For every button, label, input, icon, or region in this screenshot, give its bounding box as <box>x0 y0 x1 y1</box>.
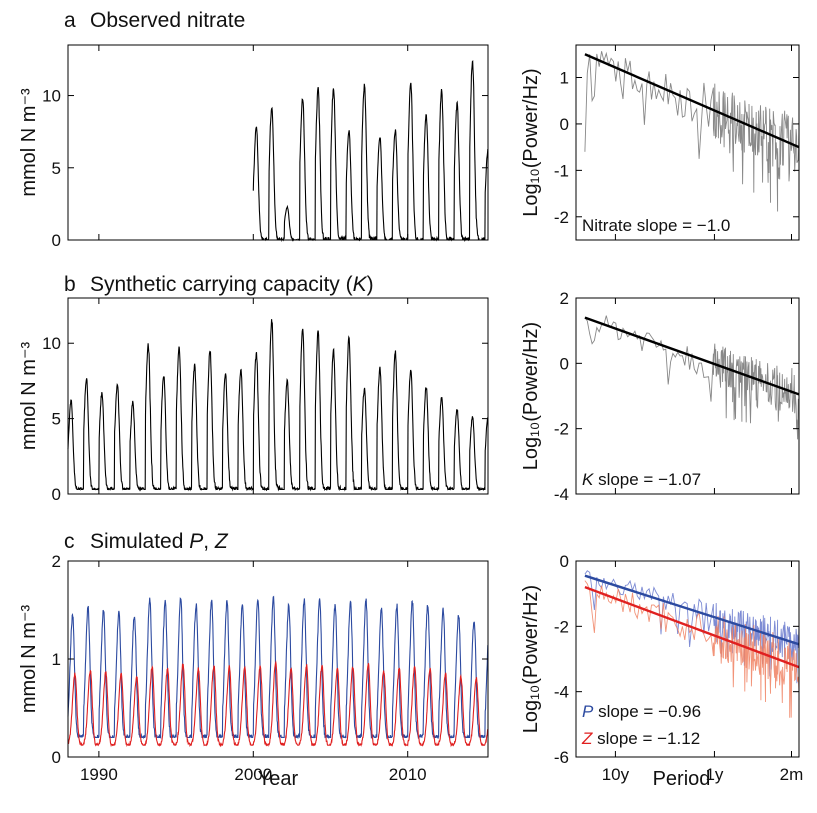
y-axis-label: Log₁₀(Power/Hz) <box>520 322 542 470</box>
panel-a-spectrum: -2 -1 0 1 Log₁₀(Power/Hz) Nitrate slope = −1.… <box>520 44 800 241</box>
axes-frame <box>67 44 489 241</box>
slope-annotation: Nitrate slope = −1.0 <box>582 216 730 235</box>
slope-annotation-z-part: slope = −1.12 <box>592 729 700 748</box>
y-tick-label: -4 <box>554 485 569 504</box>
slope-annotation-p: P slope = −0.96 <box>582 702 701 721</box>
panel-title: Simulated P, Z <box>90 530 229 553</box>
y-tick-label: -1 <box>554 161 569 180</box>
panel-b-spectrum: -4 -2 0 2 Log₁₀(Power/Hz) K slope = −1.07 <box>520 289 800 504</box>
y-axis-label: mmol N m⁻³ <box>18 342 40 451</box>
y-tick-label: 2 <box>560 289 569 308</box>
panel-letter: b <box>64 273 76 296</box>
x-axis-label: Year <box>258 768 299 790</box>
y-axis-label: mmol N m⁻³ <box>18 88 40 197</box>
y-tick-label: -6 <box>554 748 569 767</box>
x-tick-label: 2000 <box>234 765 272 784</box>
panel-title: Observed nitrate <box>90 9 245 32</box>
panel-title-part: Observed nitrate <box>90 9 245 32</box>
plot-area <box>584 570 799 718</box>
x-tick-label: 1990 <box>80 765 118 784</box>
y-tick-label: 0 <box>560 115 569 134</box>
panel-title-part: Simulated <box>90 530 189 553</box>
y-axis-label: Log₁₀(Power/Hz) <box>520 585 542 733</box>
y-tick-label: -2 <box>554 617 569 636</box>
slope-fit-line-p <box>584 574 799 646</box>
y-tick-label: 0 <box>52 748 61 767</box>
panel-letter: c <box>64 530 75 553</box>
x-tick-label: 1y <box>705 765 723 784</box>
slope-annotation-z: Z slope = −1.12 <box>581 729 700 748</box>
y-tick-label: 0 <box>560 552 569 571</box>
panel-title-part: K <box>353 273 368 296</box>
y-axis-label: mmol N m⁻³ <box>18 605 40 714</box>
y-tick-label: -4 <box>554 683 569 702</box>
panel-c-timeseries: 0 1 2 1990 2000 2010 mmol N m⁻³ c Simulated P, Z… <box>18 530 489 790</box>
y-tick-label: 10 <box>42 87 61 106</box>
series-line-observed <box>67 319 489 492</box>
series-line-z <box>67 660 489 748</box>
panel-title: Synthetic carrying capacity (K) <box>90 273 374 296</box>
panel-title-part: , <box>203 530 215 553</box>
panel-title-part: P <box>189 530 203 553</box>
y-tick-label: 2 <box>52 552 61 571</box>
spectrum-line-z <box>584 580 799 718</box>
plot-area <box>584 51 799 212</box>
y-tick-label: 0 <box>560 354 569 373</box>
panel-title-part: Z <box>214 530 229 553</box>
axes-frame <box>67 297 489 495</box>
spectrum-line <box>584 315 799 440</box>
panel-title-part: ) <box>367 273 374 296</box>
y-tick-label: 1 <box>560 69 569 88</box>
panel-c-spectrum: -6 -4 -2 0 10y 1y 2m Log₁₀(Power/Hz) P slope = −… <box>520 552 803 790</box>
y-tick-label: 1 <box>52 650 61 669</box>
slope-annotation-part: K <box>582 470 594 489</box>
slope-annotation-z-part: Z <box>581 729 593 748</box>
series-line-observed <box>68 60 489 243</box>
y-tick-label: -2 <box>554 420 569 439</box>
slope-annotation-p-part: P <box>582 702 594 721</box>
panel-letter: a <box>64 9 76 32</box>
x-tick-label: 2m <box>780 765 804 784</box>
x-tick-label: 10y <box>602 765 630 784</box>
spectrum-line <box>584 51 799 212</box>
axes-frame <box>575 44 800 241</box>
panel-title-part: Synthetic carrying capacity ( <box>90 273 353 296</box>
axes-frame <box>575 560 800 758</box>
slope-annotation-part: Nitrate slope = −1.0 <box>582 216 730 235</box>
y-axis-label: Log₁₀(Power/Hz) <box>520 68 542 216</box>
slope-fit-line <box>584 53 799 149</box>
x-axis-label: Period <box>653 768 711 790</box>
slope-annotation: K slope = −1.07 <box>582 470 701 489</box>
slope-annotation-p-part: slope = −0.96 <box>593 702 701 721</box>
slope-annotation-part: slope = −1.07 <box>593 470 701 489</box>
y-tick-label: 5 <box>52 410 61 429</box>
y-tick-label: -2 <box>554 208 569 227</box>
y-tick-label: 0 <box>52 485 61 504</box>
axes-frame <box>575 297 800 495</box>
plot-area <box>584 315 799 440</box>
slope-fit-line <box>584 316 799 396</box>
y-tick-label: 10 <box>42 334 61 353</box>
y-tick-label: 5 <box>52 159 61 178</box>
x-tick-label: 2010 <box>389 765 427 784</box>
slope-fit-line-z <box>584 586 799 669</box>
y-tick-label: 0 <box>52 231 61 250</box>
